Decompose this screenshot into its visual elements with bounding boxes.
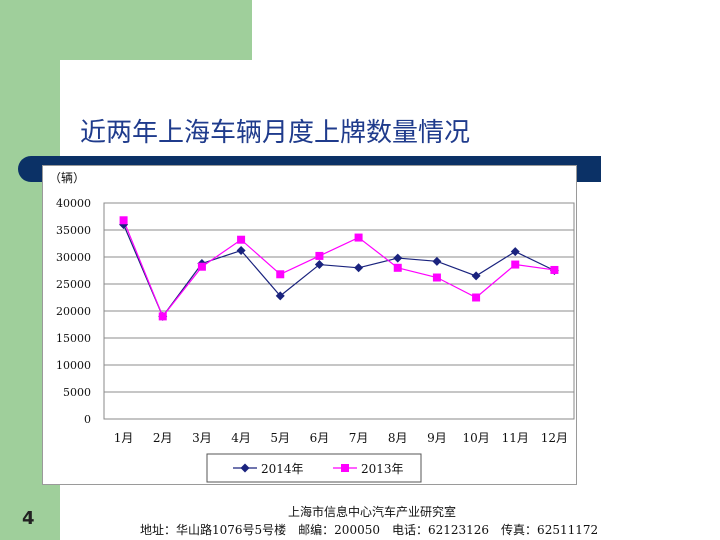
y-tick-label: 40000 (56, 197, 91, 210)
y-tick-label: 15000 (56, 332, 91, 345)
slide-title: 近两年上海车辆月度上牌数量情况 (80, 118, 471, 148)
rounded-corner (60, 60, 140, 140)
data-point-1 (197, 262, 206, 271)
data-point-1 (119, 216, 128, 225)
footer-contact: 地址：华山路1076号5号楼 邮编：200050 电话：62123126 传真：… (140, 523, 599, 537)
legend-label: 2013年 (361, 462, 404, 476)
data-point-1 (237, 235, 246, 244)
x-tick-label: 3月 (192, 431, 212, 445)
legend-marker-1 (341, 464, 349, 472)
x-tick-label: 12月 (541, 431, 568, 445)
data-point-1 (393, 263, 402, 272)
legend-marker-0 (240, 463, 250, 473)
y-tick-label: 30000 (56, 251, 91, 264)
y-tick-label: 5000 (63, 386, 91, 399)
y-tick-label: 35000 (56, 224, 91, 237)
y-tick-label: 0 (84, 413, 91, 426)
line-chart: （辆） 0 5000 10000 15000 20000 25000 30000 35000 40… (49, 171, 575, 483)
x-tick-label: 7月 (349, 431, 369, 445)
data-point-0 (510, 247, 520, 257)
data-point-0 (354, 263, 364, 273)
x-tick-label: 10月 (462, 431, 489, 445)
x-tick-label: 11月 (502, 431, 529, 445)
legend-label: 2014年 (261, 462, 304, 476)
data-point-1 (511, 260, 520, 269)
data-point-1 (276, 270, 285, 279)
data-point-1 (315, 251, 324, 260)
series-line-1 (123, 220, 555, 318)
y-tick-label: 10000 (56, 359, 91, 372)
x-tick-label: 5月 (270, 431, 290, 445)
data-point-1 (432, 273, 441, 282)
page-number: 4 (22, 508, 35, 529)
x-tick-label: 1月 (114, 431, 134, 445)
series-line-0 (123, 224, 555, 318)
data-point-0 (236, 246, 246, 256)
x-tick-label: 8月 (388, 431, 408, 445)
y-tick-label: 20000 (56, 305, 91, 318)
data-point-1 (158, 312, 167, 321)
data-point-0 (471, 271, 481, 281)
y-axis-unit-label: （辆） (49, 171, 85, 185)
green-background-top (0, 0, 252, 60)
data-point-0 (275, 291, 285, 301)
data-point-0 (432, 256, 442, 266)
x-tick-label: 6月 (310, 431, 330, 445)
data-point-0 (314, 260, 324, 270)
data-point-0 (393, 253, 403, 263)
x-tick-label: 4月 (231, 431, 251, 445)
chart-frame: （辆） 0 5000 10000 15000 20000 25000 30000 35000 40… (42, 165, 577, 485)
x-tick-label: 9月 (427, 431, 447, 445)
data-point-1 (472, 293, 481, 302)
data-point-1 (550, 265, 559, 274)
data-point-1 (354, 233, 363, 242)
x-tick-label: 2月 (153, 431, 173, 445)
y-tick-label: 25000 (56, 278, 91, 291)
footer-organization: 上海市信息中心汽车产业研究室 (288, 505, 457, 519)
